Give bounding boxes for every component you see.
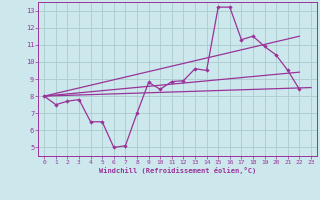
- X-axis label: Windchill (Refroidissement éolien,°C): Windchill (Refroidissement éolien,°C): [99, 167, 256, 174]
